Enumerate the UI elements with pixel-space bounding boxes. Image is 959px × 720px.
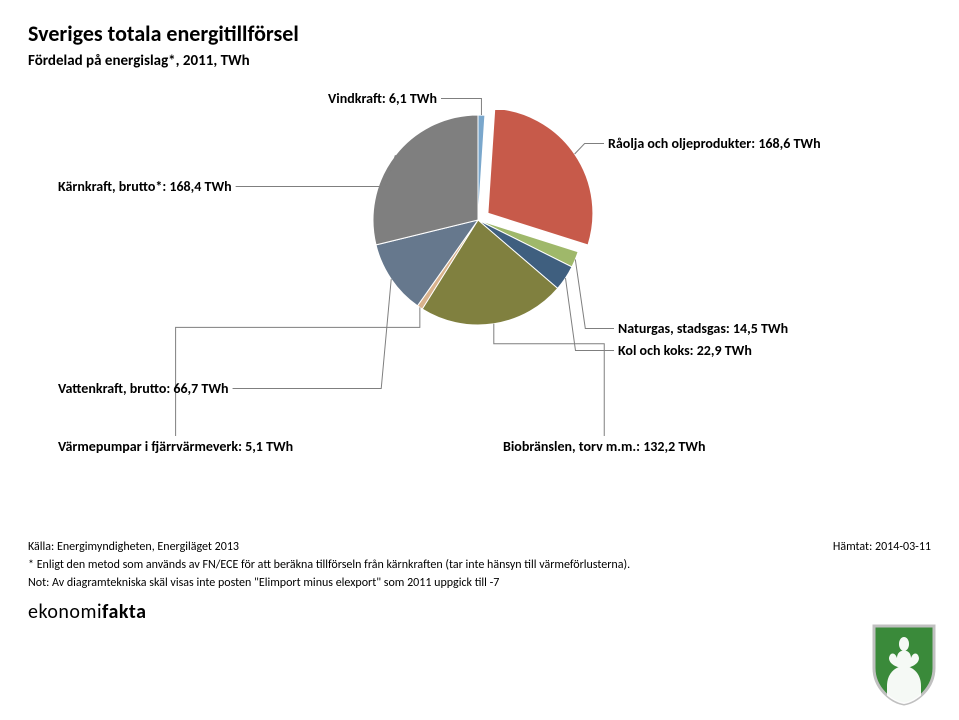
logo-part-ekonomi: ekonomi — [28, 600, 102, 624]
energy-pie-chart: Vindkraft: 6,1 TWh Råolja och oljeproduk… — [28, 70, 928, 510]
ekonomifakta-logo: ekonomifakta — [28, 600, 147, 624]
logo-part-fakta: fakta — [102, 600, 147, 624]
callout-naturgas: Naturgas, stadsgas: 14,5 TWh — [618, 320, 788, 337]
callout-kol: Kol och koks: 22,9 TWh — [618, 342, 752, 359]
pie-slice-vind — [478, 115, 485, 220]
footnote-2: Not: Av diagramtekniska skäl visas inte … — [28, 576, 499, 590]
callout-biobranslen: Biobränslen, torv m.m.: 132,2 TWh — [503, 438, 705, 455]
callout-raolja: Råolja och oljeprodukter: 168,6 TWh — [608, 135, 821, 152]
pie-svg — [368, 110, 608, 350]
crest-icon — [869, 622, 939, 706]
pie-slice-raolja — [488, 110, 593, 245]
callout-karnkraft: Kärnkraft, brutto*: 168,4 TWh — [58, 178, 232, 195]
callout-vindkraft: Vindkraft: 6,1 TWh — [328, 90, 437, 107]
footnote-1: * Enligt den metod som används av FN/ECE… — [28, 558, 630, 572]
page-title: Sveriges totala energitillförsel — [28, 20, 299, 47]
fetched-date: Hämtat: 2014-03-11 — [833, 540, 931, 554]
page: Sveriges totala energitillförsel Fördela… — [0, 0, 959, 720]
callout-vattenkraft: Vattenkraft, brutto: 66,7 TWh — [58, 380, 229, 397]
callout-varmepumpar: Värmepumpar i fjärrvärmeverk: 5,1 TWh — [58, 438, 293, 455]
source-text: Källa: Energimyndigheten, Energiläget 20… — [28, 540, 239, 554]
page-subtitle: Fördelad på energislag*, 2011, TWh — [28, 52, 250, 70]
